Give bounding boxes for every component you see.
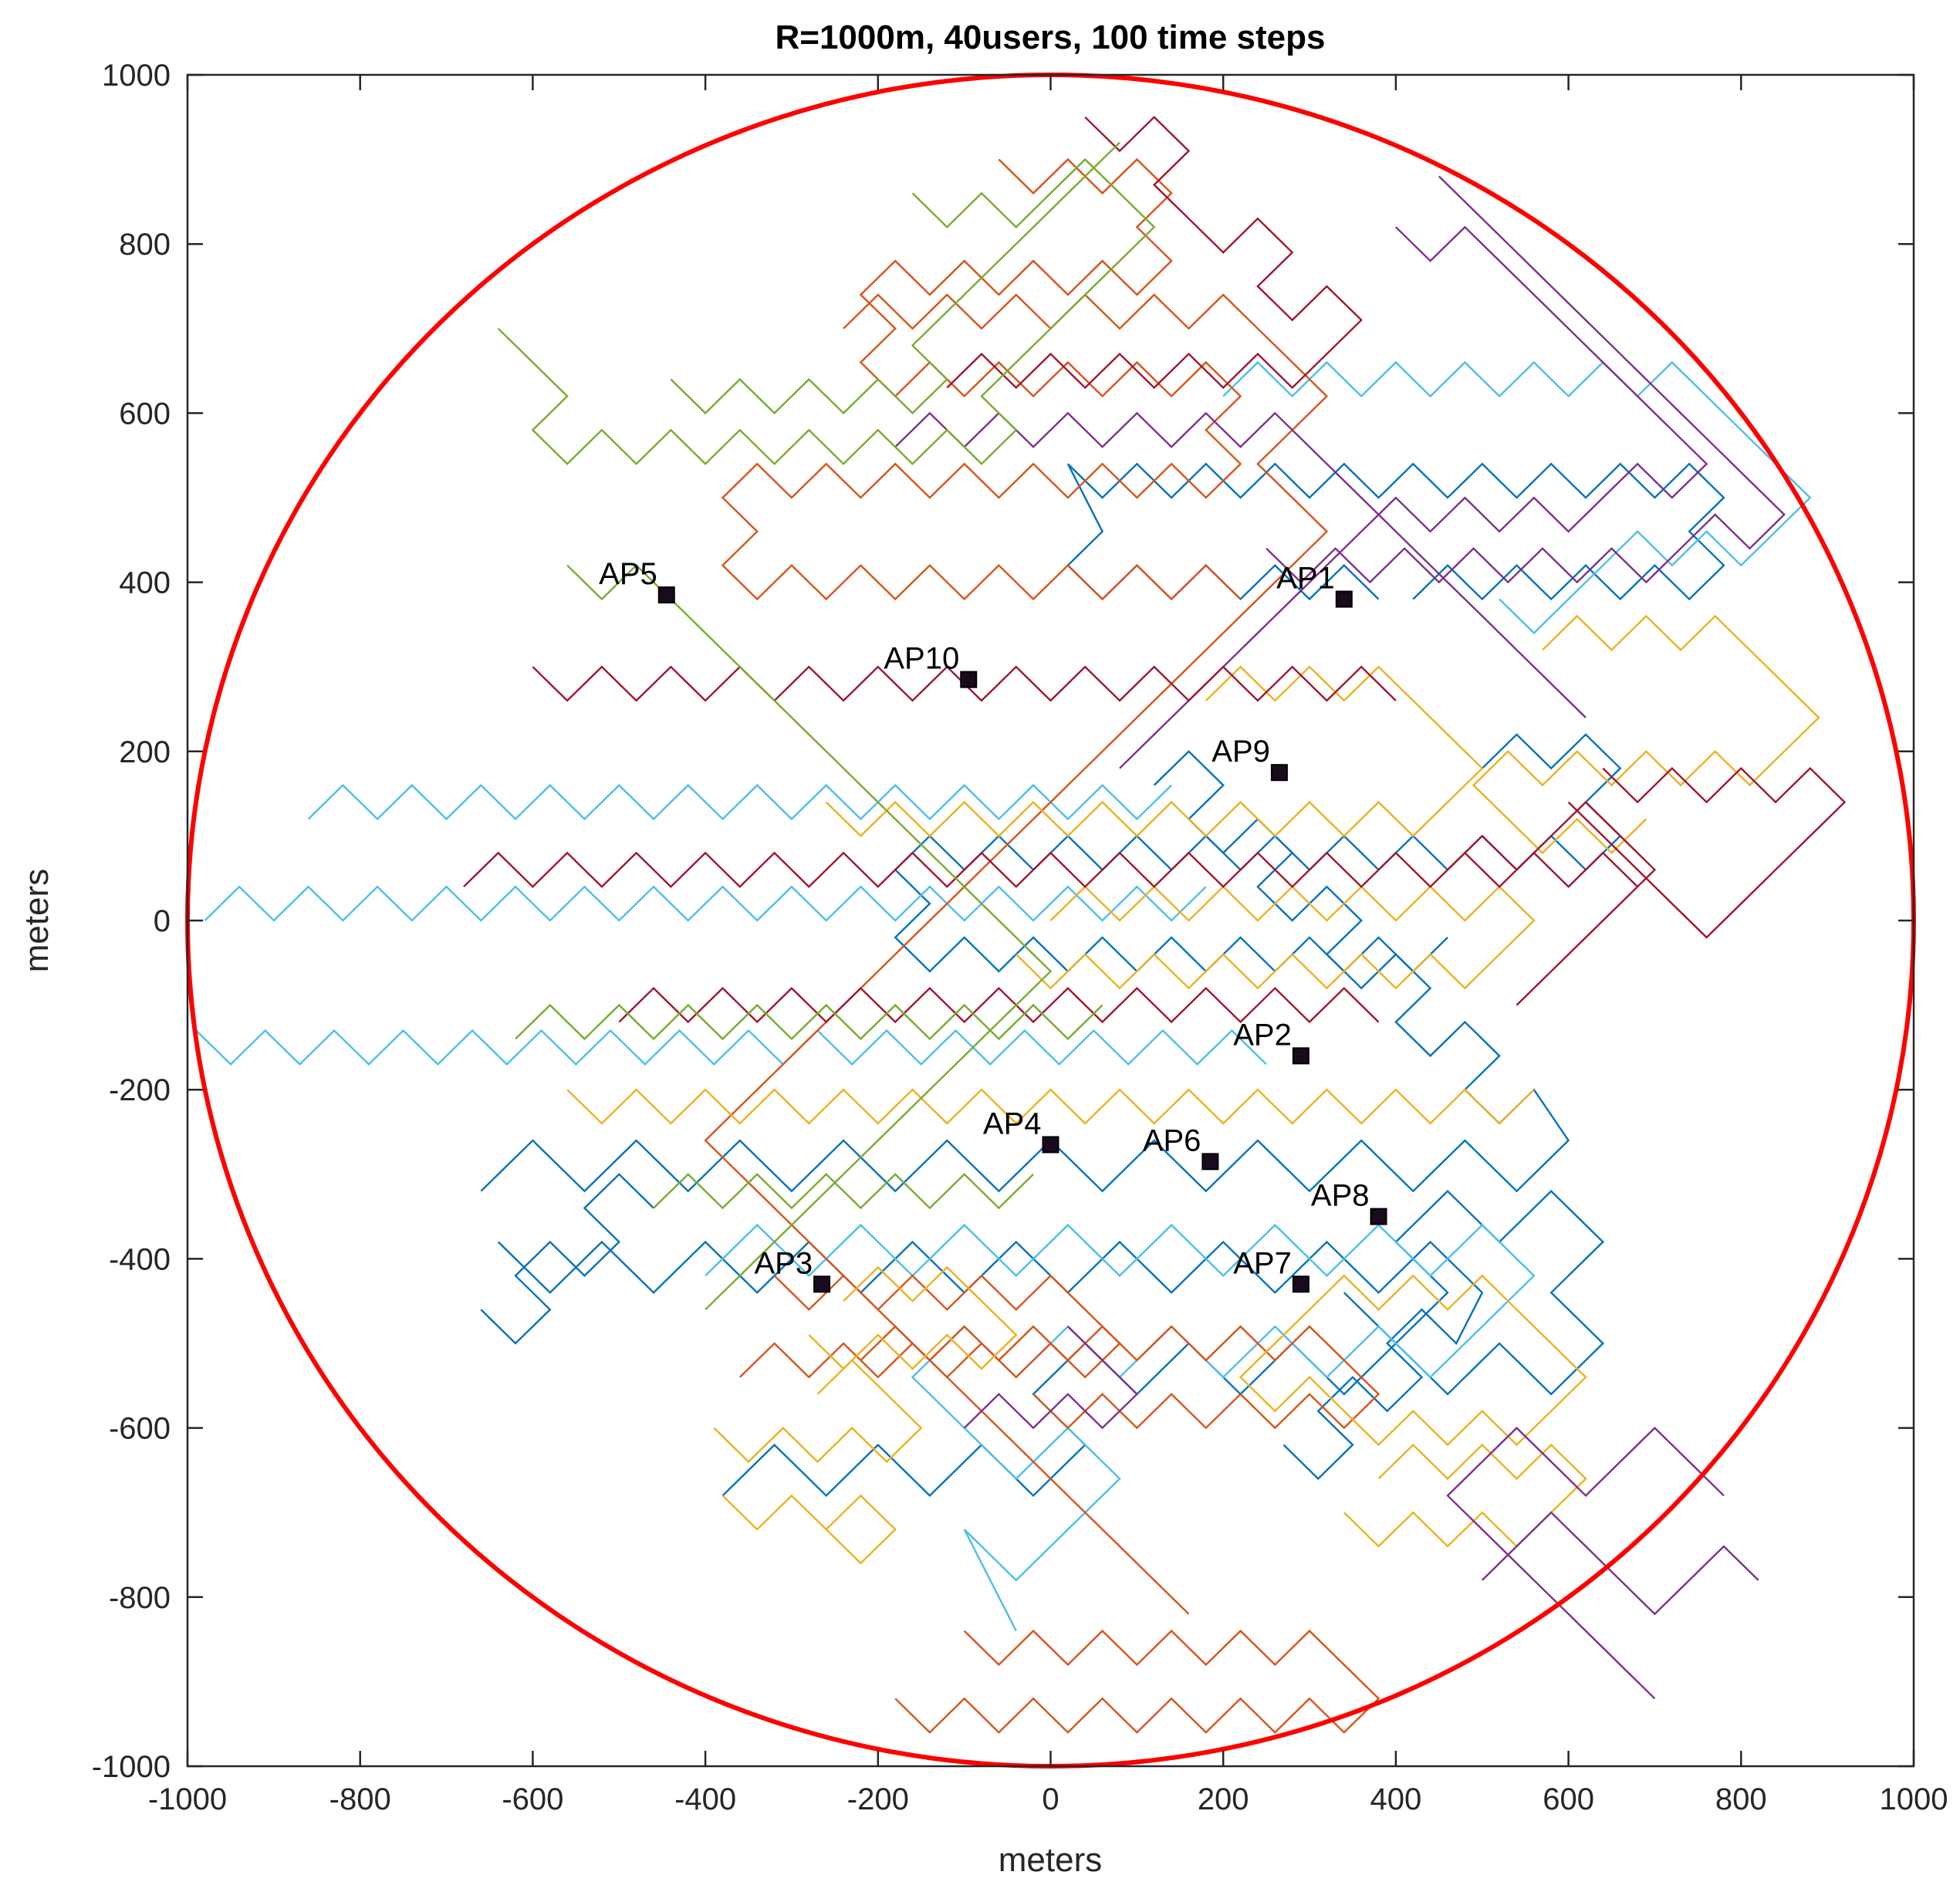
user-trajectory-39 [566, 564, 1053, 1311]
x-tick-label: -200 [847, 1782, 909, 1816]
ap10-marker [960, 671, 978, 688]
user-trajectory-26 [1266, 175, 1786, 584]
y-tick-label: 0 [154, 904, 171, 938]
ap7-marker [1292, 1275, 1309, 1293]
user-trajectory-31 [1481, 1511, 1759, 1616]
ap8-label: AP8 [1311, 1179, 1370, 1213]
x-tick-label: 0 [1042, 1782, 1059, 1816]
ap9-label: AP9 [1211, 735, 1270, 769]
ap4-label: AP4 [983, 1106, 1042, 1140]
ap7-label: AP7 [1233, 1246, 1292, 1280]
user-trajectory-38 [497, 157, 1156, 465]
x-tick-label: -1000 [148, 1782, 227, 1816]
ap5-marker [657, 586, 675, 604]
access-point-layer: AP1 AP2 AP3 AP4 AP5 AP6 AP7 AP8 AP9 AP10 [599, 557, 1387, 1293]
user-trajectory-2 [497, 1240, 1484, 1481]
y-axis-label: meters [18, 869, 56, 972]
y-tick-label: 800 [119, 228, 171, 262]
ap6-label: AP6 [1143, 1123, 1201, 1157]
x-tick-label: -800 [329, 1782, 391, 1816]
y-tick-label: -800 [109, 1581, 171, 1615]
user-trajectory-3 [480, 1173, 654, 1345]
user-trajectory-36 [1447, 800, 1657, 1006]
x-tick-label: -600 [502, 1782, 563, 1816]
user-trajectory-11 [1222, 360, 1812, 635]
user-trajectory-29 [1446, 1426, 1725, 1700]
ap6-marker [1201, 1153, 1219, 1171]
user-trajectory-41 [670, 141, 1120, 415]
ap4-marker [1042, 1136, 1059, 1154]
user-trajectory-35 [1567, 767, 1847, 939]
user-trajectory-30 [963, 1326, 1139, 1430]
user-trajectory-34 [946, 116, 1363, 390]
user-trajectory-19 [825, 665, 1484, 838]
x-tick-label: 400 [1370, 1782, 1422, 1816]
user-trajectory-10 [705, 1223, 1536, 1632]
x-axis-label: meters [999, 1841, 1102, 1879]
y-tick-label: 600 [119, 397, 171, 431]
user-trajectory-42 [653, 1173, 1034, 1210]
x-tick-label: 600 [1543, 1782, 1594, 1816]
user-trajectory-27 [1119, 225, 1708, 769]
ap10-label: AP10 [884, 642, 959, 676]
x-tick-label: 800 [1715, 1782, 1767, 1816]
user-trajectory-15 [860, 1325, 1380, 1430]
user-trajectory-22 [1239, 1274, 1587, 1447]
user-trajectory-40 [515, 1003, 1103, 1041]
ap1-label: AP1 [1276, 562, 1335, 596]
user-trajectory-8 [195, 1029, 1267, 1066]
y-tick-label: -400 [109, 1242, 171, 1276]
y-tick-label: 200 [119, 735, 171, 769]
x-tick-label: 200 [1198, 1782, 1249, 1816]
user-trajectory-24 [1343, 1443, 1587, 1548]
user-trajectory-25 [721, 1494, 897, 1565]
user-trajectory-23 [713, 1359, 923, 1464]
x-tick-label: 1000 [1880, 1782, 1948, 1816]
ap2-marker [1292, 1047, 1309, 1065]
user-trajectory-32 [463, 851, 1638, 888]
y-tick-label: 400 [119, 566, 171, 600]
ap3-marker [813, 1275, 831, 1293]
trajectory-layer [195, 116, 1847, 1734]
ap3-label: AP3 [754, 1246, 813, 1280]
user-trajectory-37 [618, 987, 1380, 1024]
user-trajectory-7 [204, 885, 1207, 922]
ap8-marker [1370, 1208, 1387, 1225]
y-tick-label: -1000 [92, 1750, 171, 1784]
y-tick-label: 1000 [102, 59, 171, 93]
y-tick-label: -600 [109, 1412, 171, 1446]
user-trajectory-17 [566, 1088, 1535, 1125]
user-trajectory-1 [480, 750, 1570, 1193]
user-trajectory-9 [307, 783, 1172, 821]
y-tick-label: -200 [109, 1073, 171, 1107]
tick-layer: -1000 -800 -600 -400 -200 0 200 400 600 800 1000 -1… [92, 59, 1948, 1816]
ap9-marker [1270, 764, 1288, 782]
user-trajectory-14 [894, 1629, 1380, 1734]
ap1-marker [1335, 590, 1353, 608]
ap2-label: AP2 [1233, 1018, 1292, 1052]
user-trajectory-20 [1472, 614, 1820, 854]
x-tick-label: -400 [674, 1782, 736, 1816]
user-trajectory-21 [808, 1265, 1018, 1370]
user-trajectory-12 [721, 157, 1242, 601]
chart-title: R=1000m, 40users, 100 time steps [775, 19, 1325, 56]
ap5-label: AP5 [599, 557, 657, 591]
user-trajectory-18 [1015, 885, 1536, 990]
